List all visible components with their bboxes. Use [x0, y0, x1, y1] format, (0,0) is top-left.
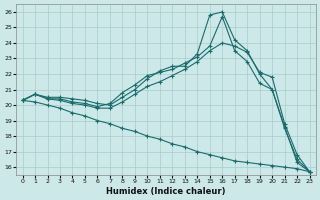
X-axis label: Humidex (Indice chaleur): Humidex (Indice chaleur): [106, 187, 226, 196]
